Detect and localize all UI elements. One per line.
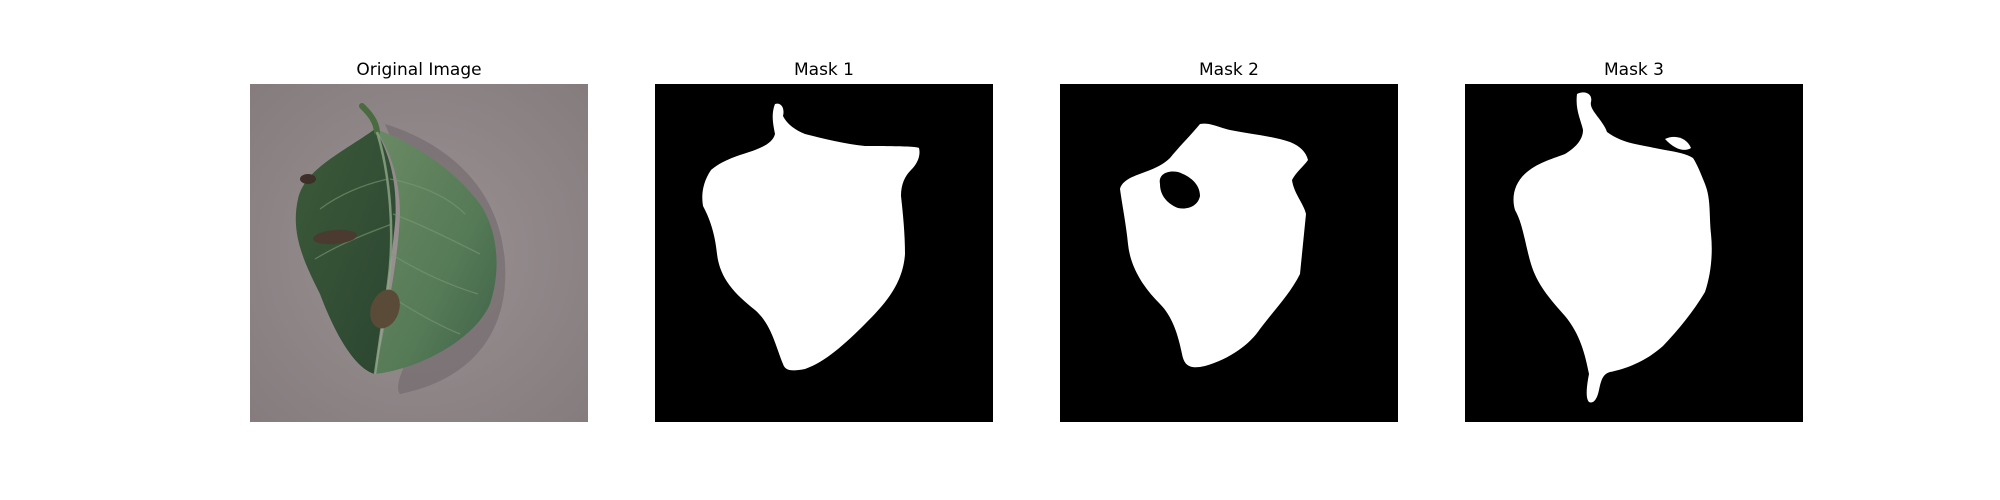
panel-original-image: Original Image	[250, 55, 588, 425]
leaf-right-half	[375, 129, 497, 374]
panel-title: Original Image	[356, 60, 482, 80]
panel-mask-1: Mask 1	[655, 55, 993, 425]
panel-title: Mask 3	[1603, 60, 1664, 80]
leaf-stem	[359, 103, 380, 135]
mask-image	[1060, 84, 1398, 422]
panel-mask-2: Mask 2	[1060, 55, 1398, 425]
panel-title: Mask 1	[793, 60, 854, 80]
mask-region	[1120, 123, 1308, 368]
leaf-midrib	[373, 131, 393, 375]
panel-mask-3: Mask 3	[1465, 55, 1803, 425]
leaf-lesion	[300, 174, 316, 184]
mask-region	[702, 103, 920, 371]
mask-image	[1465, 84, 1803, 422]
panel-title: Mask 2	[1198, 60, 1259, 80]
leaf-lesion	[313, 229, 357, 245]
leaf-photo	[250, 84, 588, 422]
mask-fragment	[1665, 136, 1691, 150]
mask-region	[1513, 92, 1712, 403]
mask-image	[655, 84, 993, 422]
leaf-lesion	[370, 289, 400, 329]
